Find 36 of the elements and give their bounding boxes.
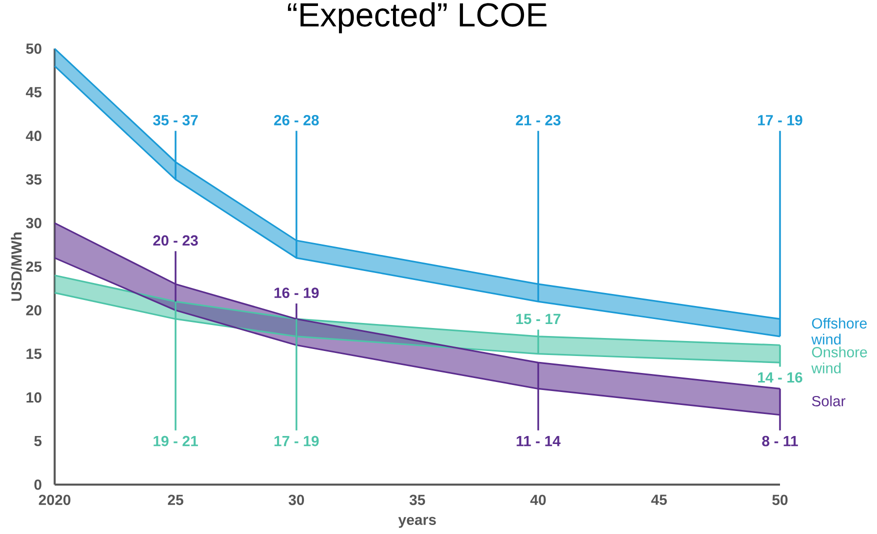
y-tick-label: 15: [26, 348, 42, 359]
x-tick-label: 45: [651, 494, 667, 505]
annotation: 20 - 23: [153, 235, 198, 246]
y-axis-title: USD/MWh: [10, 232, 22, 301]
annotation: 14 - 16: [758, 372, 802, 383]
x-axis-title: years: [398, 516, 436, 528]
text: Offshore wind: [811, 318, 867, 345]
annotation: 17 - 19: [758, 114, 802, 126]
y-tick-label: 30: [26, 218, 42, 228]
y-tick-label: 25: [26, 261, 42, 272]
y-tick-label: 40: [26, 130, 42, 142]
chart-title: “Expected” LCOE: [288, 2, 546, 34]
annotation: 16 - 19: [274, 288, 319, 298]
y-tick-label: 50: [26, 43, 42, 54]
text: Solar: [812, 396, 846, 406]
x-tick-label: 30: [288, 494, 304, 506]
y-tick-label: 45: [26, 87, 42, 98]
legend-label: Onshore wind: [811, 346, 867, 374]
x-tick-label: 50: [772, 494, 788, 506]
annotation: 11 - 14: [516, 436, 561, 446]
y-tick-label: 35: [26, 174, 42, 185]
annotation: 19 - 21: [154, 436, 198, 446]
annotation: 15 - 17: [516, 314, 560, 324]
annotation: 35 - 37: [153, 114, 198, 126]
annotation: 8 - 11: [762, 436, 798, 446]
x-tick-label: 25: [168, 494, 184, 506]
annotation: 17 - 19: [274, 436, 319, 446]
x-tick-label: 2020: [38, 494, 70, 506]
y-tick-label: 20: [26, 305, 42, 316]
annotation: 26 - 28: [274, 114, 319, 126]
y-tick-label: 0: [34, 479, 42, 490]
y-tick-label: 10: [26, 392, 42, 403]
annotation: 21 - 23: [516, 114, 561, 126]
x-tick-label: 35: [410, 494, 426, 506]
y-tick-label: 5: [34, 436, 42, 446]
x-tick-label: 40: [530, 494, 546, 506]
